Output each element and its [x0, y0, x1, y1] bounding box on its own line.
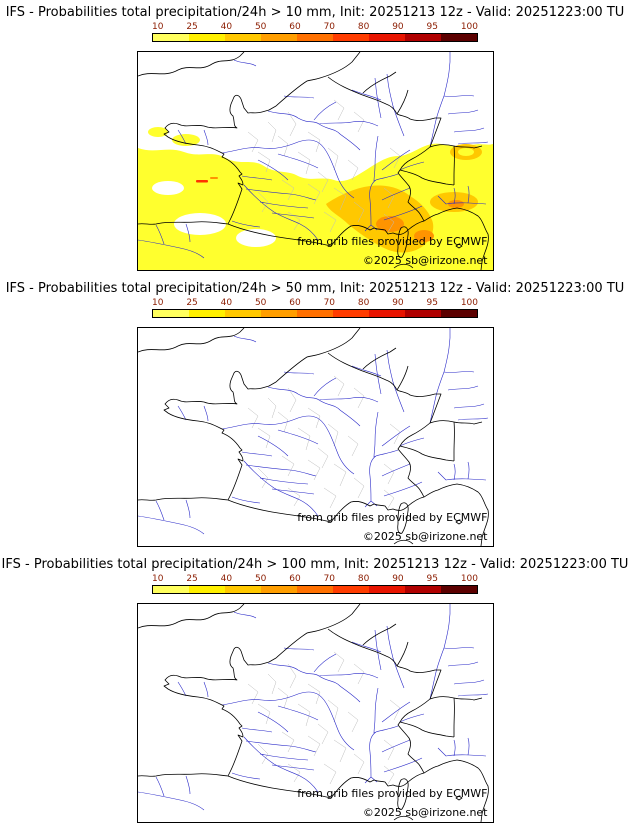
colorbar-tick-label: 70 [323, 298, 336, 308]
colorbar-tick-label: 50 [254, 298, 267, 308]
colorbar-tick-labels: 10 25 40 50 60 70 80 90 95 100 [152, 22, 478, 33]
map-france-gt-10mm: from grib files provided by ECMWF ©2025 … [136, 51, 494, 271]
colorbar-segment [441, 310, 477, 317]
colorbar-tick-label: 25 [186, 298, 198, 308]
data-attribution: from grib files provided by ECMWF [297, 787, 488, 800]
map-france-gt-50mm: from grib files provided by ECMWF ©2025 … [136, 327, 494, 547]
colorbar-segment [261, 586, 297, 593]
colorbar-segment [369, 34, 405, 41]
colorbar-tick-label: 95 [426, 22, 438, 32]
colorbar-tick-label: 10 [152, 574, 164, 584]
map-france-gt-100mm: from grib files provided by ECMWF ©2025 … [136, 603, 494, 823]
colorbar-segment [153, 34, 189, 41]
colorbar-tick-label: 90 [392, 574, 404, 584]
colorbar-tick-label: 80 [357, 574, 370, 584]
colorbar-tick-label: 70 [323, 22, 336, 32]
colorbar-segment [441, 34, 477, 41]
colorbar-tick-label: 90 [392, 298, 404, 308]
colorbar-gradient [152, 309, 478, 318]
colorbar-segment [333, 586, 369, 593]
colorbar-tick-label: 80 [357, 298, 370, 308]
colorbar-segment [297, 586, 333, 593]
colorbar-tick-label: 50 [254, 22, 267, 32]
colorbar-tick-label: 50 [254, 574, 267, 584]
colorbar-segment [189, 310, 225, 317]
panel-precip-gt-10mm: IFS - Probabilities total precipitation/… [0, 0, 630, 276]
colorbar-segment [405, 34, 441, 41]
colorbar-segment [369, 586, 405, 593]
colorbar-tick-label: 80 [357, 22, 370, 32]
colorbar-tick-label: 90 [392, 22, 404, 32]
colorbar-tick-labels: 10 25 40 50 60 70 80 90 95 100 [152, 574, 478, 585]
colorbar-segment [297, 310, 333, 317]
copyright-notice: ©2025 sb@irizone.net [362, 254, 488, 267]
colorbar-segment [225, 34, 261, 41]
colorbar-segment [189, 34, 225, 41]
panel-precip-gt-50mm: IFS - Probabilities total precipitation/… [0, 276, 630, 552]
colorbar-gradient [152, 585, 478, 594]
colorbar-tick-label: 95 [426, 574, 438, 584]
colorbar-tick-label: 60 [289, 298, 301, 308]
probability-colorbar: 10 25 40 50 60 70 80 90 95 100 [152, 298, 478, 318]
colorbar-segment [369, 310, 405, 317]
colorbar-tick-label: 60 [289, 22, 301, 32]
colorbar-segment [153, 586, 189, 593]
colorbar-tick-label: 95 [426, 298, 438, 308]
colorbar-tick-label: 10 [152, 22, 164, 32]
colorbar-tick-label: 40 [220, 298, 233, 308]
colorbar-tick-label: 100 [460, 574, 478, 584]
colorbar-segment [333, 310, 369, 317]
colorbar-segment [261, 310, 297, 317]
colorbar-tick-label: 100 [460, 22, 478, 32]
colorbar-segment [405, 586, 441, 593]
panel-title: IFS - Probabilities total precipitation/… [5, 281, 625, 296]
copyright-notice: ©2025 sb@irizone.net [362, 806, 488, 819]
copyright-notice: ©2025 sb@irizone.net [362, 530, 488, 543]
colorbar-segment [297, 34, 333, 41]
data-attribution: from grib files provided by ECMWF [297, 511, 488, 524]
colorbar-segment [153, 310, 189, 317]
colorbar-segment [333, 34, 369, 41]
data-attribution: from grib files provided by ECMWF [297, 235, 488, 248]
colorbar-tick-label: 25 [186, 574, 198, 584]
colorbar-tick-label: 60 [289, 574, 301, 584]
colorbar-segment [189, 586, 225, 593]
colorbar-gradient [152, 33, 478, 42]
colorbar-tick-labels: 10 25 40 50 60 70 80 90 95 100 [152, 298, 478, 309]
colorbar-tick-label: 100 [460, 298, 478, 308]
panel-precip-gt-100mm: IFS - Probabilities total precipitation/… [0, 552, 630, 828]
panel-title: IFS - Probabilities total precipitation/… [5, 5, 625, 20]
colorbar-segment [441, 586, 477, 593]
colorbar-segment [225, 586, 261, 593]
panel-title: IFS - Probabilities total precipitation/… [1, 557, 629, 572]
colorbar-tick-label: 40 [220, 22, 233, 32]
colorbar-tick-label: 40 [220, 574, 233, 584]
colorbar-segment [225, 310, 261, 317]
colorbar-tick-label: 10 [152, 298, 164, 308]
colorbar-segment [405, 310, 441, 317]
probability-colorbar: 10 25 40 50 60 70 80 90 95 100 [152, 574, 478, 594]
colorbar-tick-label: 25 [186, 22, 198, 32]
colorbar-tick-label: 70 [323, 574, 336, 584]
probability-colorbar: 10 25 40 50 60 70 80 90 95 100 [152, 22, 478, 42]
colorbar-segment [261, 34, 297, 41]
